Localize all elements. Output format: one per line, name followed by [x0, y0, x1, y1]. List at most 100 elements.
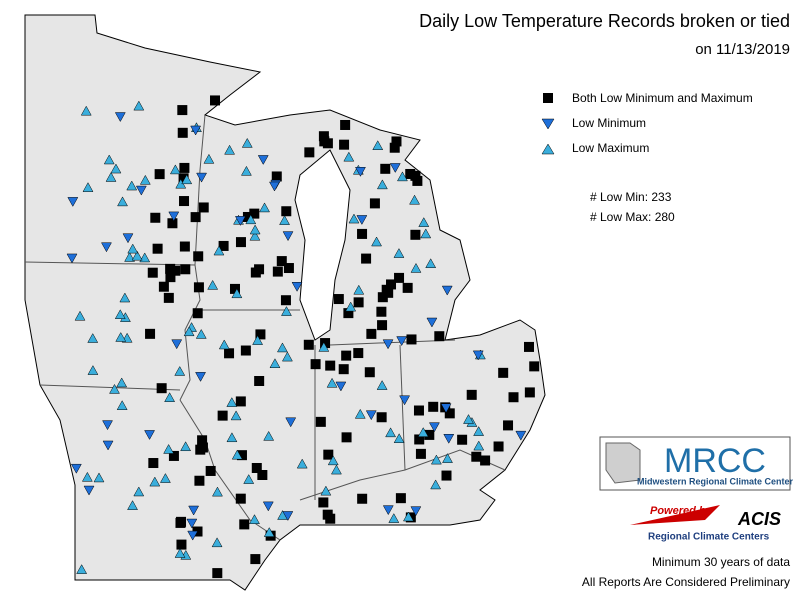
- mrcc-logo-text: MRCC: [664, 442, 766, 480]
- both-marker: [402, 282, 413, 293]
- low-max-marker: [119, 292, 131, 303]
- both-marker: [323, 449, 334, 460]
- low-max-marker: [115, 331, 127, 342]
- legend-label: Low Minimum: [572, 116, 646, 130]
- low-max-marker: [87, 333, 99, 343]
- low-max-marker: [376, 179, 388, 190]
- both-marker: [338, 364, 349, 375]
- low-max-marker: [281, 306, 292, 316]
- state-border: [194, 114, 206, 266]
- low-max-marker: [230, 410, 242, 421]
- low-max-marker: [393, 433, 405, 443]
- low-min-marker: [426, 317, 438, 328]
- both-marker: [179, 241, 190, 252]
- low-max-marker: [180, 441, 192, 452]
- both-marker: [177, 105, 188, 116]
- both-marker: [180, 264, 191, 275]
- low-max-marker: [279, 215, 290, 225]
- low-max-marker: [110, 163, 122, 174]
- low-min-marker: [70, 463, 82, 474]
- low-min-marker: [262, 501, 274, 512]
- low-max-marker: [226, 432, 238, 443]
- low-min-marker: [282, 511, 294, 521]
- both-marker: [179, 162, 190, 173]
- low-min-marker: [168, 211, 180, 222]
- low-min-marker: [269, 181, 280, 192]
- both-marker: [412, 175, 423, 186]
- low-max-marker: [263, 430, 275, 441]
- both-marker: [444, 408, 455, 419]
- both-marker: [394, 272, 405, 283]
- both-marker: [405, 168, 416, 179]
- both-marker: [508, 392, 519, 403]
- low-min-marker: [171, 339, 183, 350]
- low-max-marker: [195, 328, 207, 339]
- both-marker: [529, 361, 540, 372]
- low-min-marker: [234, 216, 246, 226]
- low-max-marker: [224, 144, 236, 155]
- low-max-marker: [473, 426, 485, 436]
- both-marker: [406, 334, 417, 345]
- both-marker: [255, 329, 266, 340]
- legend-down-triangle: [541, 118, 555, 130]
- legend-up-triangle: [541, 143, 555, 155]
- both-marker: [154, 169, 165, 180]
- both-marker: [391, 136, 402, 147]
- both-marker: [165, 272, 176, 283]
- low-max-marker: [139, 174, 151, 185]
- low-max-marker: [87, 365, 99, 375]
- low-min-marker: [382, 505, 394, 516]
- subtitle: on 11/13/2019: [695, 41, 790, 58]
- low-max-marker: [243, 474, 255, 484]
- low-max-marker: [149, 476, 161, 487]
- both-marker: [339, 139, 350, 150]
- both-marker: [310, 359, 321, 370]
- legend-label: Both Low Minimum and Maximum: [572, 91, 753, 105]
- low-min-marker: [443, 434, 455, 444]
- low-max-marker: [133, 486, 145, 497]
- low-max-marker: [245, 214, 257, 225]
- both-marker: [471, 451, 482, 462]
- both-marker: [235, 493, 246, 504]
- low-max-marker: [174, 548, 186, 558]
- both-marker: [283, 263, 294, 274]
- both-marker: [524, 341, 535, 352]
- state-border: [329, 339, 456, 346]
- both-marker: [369, 198, 380, 209]
- low-max-marker: [397, 171, 408, 182]
- low-max-marker: [127, 243, 139, 254]
- both-marker: [415, 448, 426, 459]
- low-min-marker: [285, 417, 297, 428]
- low-min-marker: [186, 518, 198, 529]
- title: Daily Low Temperature Records broken or …: [419, 11, 790, 31]
- footer-note: Minimum 30 years of data: [652, 555, 790, 569]
- low-max-marker: [226, 397, 238, 407]
- both-marker: [410, 229, 421, 240]
- low-max-marker: [385, 427, 397, 438]
- mrcc-logo-map: [605, 442, 641, 484]
- low-min-marker: [122, 233, 134, 244]
- low-min-marker: [67, 197, 79, 207]
- both-marker: [343, 308, 354, 319]
- low-max-marker: [93, 472, 105, 483]
- low-max-marker: [425, 258, 437, 269]
- low-max-marker: [417, 427, 429, 437]
- both-marker: [524, 387, 535, 398]
- stat: # Low Max: 280: [590, 210, 675, 224]
- both-marker: [145, 328, 156, 339]
- low-min-marker: [195, 372, 206, 382]
- both-marker: [318, 131, 329, 142]
- low-max-marker: [231, 449, 243, 460]
- both-marker: [178, 173, 189, 184]
- low-max-marker: [231, 288, 243, 299]
- both-marker: [364, 367, 375, 378]
- both-marker: [480, 455, 491, 466]
- powered-by: Powered by: [650, 505, 713, 517]
- low-min-marker: [66, 253, 78, 264]
- low-max-marker: [327, 455, 339, 466]
- low-max-marker: [207, 279, 219, 290]
- low-min-marker: [291, 282, 303, 292]
- low-max-marker: [409, 194, 420, 205]
- both-marker: [218, 240, 229, 251]
- both-marker: [242, 211, 253, 222]
